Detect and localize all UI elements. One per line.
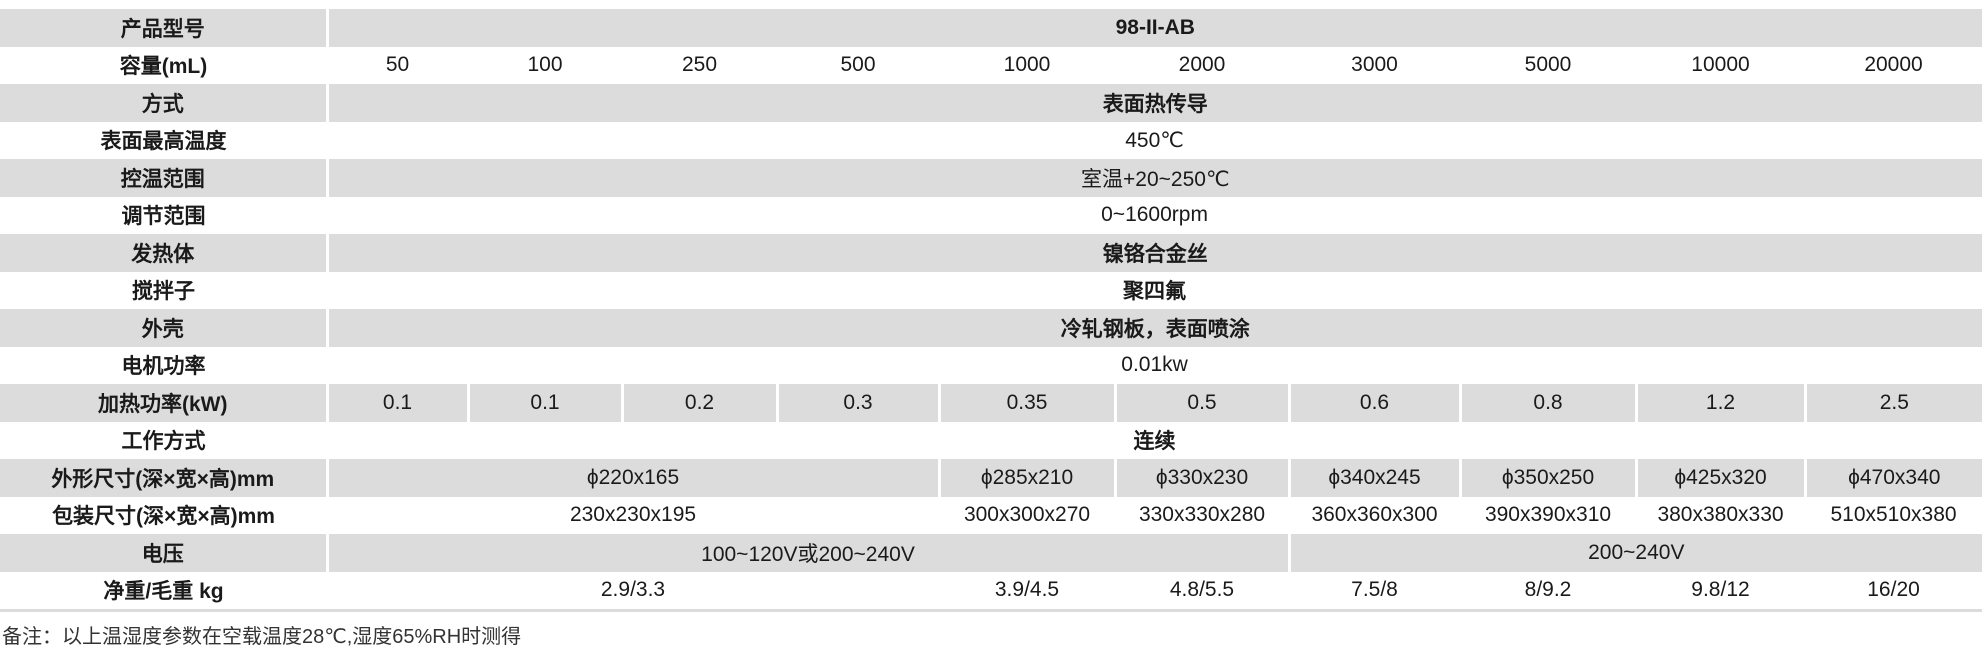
row-label: 外壳: [0, 309, 327, 347]
table-cell: 250: [681, 53, 718, 77]
table-cell: 0.6: [1287, 384, 1460, 422]
table-cell: 镍铬合金丝: [325, 234, 1982, 272]
table-cell: 0.3: [775, 384, 939, 422]
table-cell: 230x230x195: [569, 503, 697, 527]
table-row: 加热功率(kW) 0.1 0.1 0.2 0.3 0.35 0.5 0.6 0.8 1.2 2.5: [0, 384, 1982, 422]
table-cell: 表面热传导: [325, 84, 1982, 122]
spec-table-body: 产品型号 98-II-AB 容量(mL) 50 100 250 500 1000 2000 300…: [0, 9, 1982, 611]
table-row: 外形尺寸(深×宽×高)mm ϕ220x165 ϕ285x210 ϕ330x230 ϕ34…: [0, 459, 1982, 497]
row-label: 产品型号: [0, 9, 327, 47]
table-cell: ϕ350x250: [1458, 459, 1636, 497]
table-cell: 4.8/5.5: [1169, 578, 1235, 602]
table-row: 包装尺寸(深×宽×高)mm 230x230x195 300x300x270 330x3…: [0, 497, 1982, 535]
table-row: 表面最高温度 450℃: [0, 122, 1982, 160]
table-cell: 2.5: [1803, 384, 1982, 422]
table-cell: 100~120V或200~240V: [325, 534, 1289, 572]
table-cell: 1000: [1003, 53, 1051, 77]
table-cell: 2000: [1178, 53, 1226, 77]
table-row: 电机功率 0.01kw: [0, 347, 1982, 385]
table-cell: 20000: [1864, 53, 1923, 77]
table-cell: 0.1: [466, 384, 622, 422]
table-cell: 0~1600rpm: [1101, 203, 1208, 227]
table-cell: 450℃: [1125, 128, 1184, 152]
table-cell: 390x390x310: [1484, 503, 1612, 527]
table-cell: 8/9.2: [1524, 578, 1572, 602]
table-cell: 冷轧钢板，表面喷涂: [325, 309, 1982, 347]
spec-table: 产品型号 98-II-AB 容量(mL) 50 100 250 500 1000 2000 300…: [0, 9, 1982, 612]
table-cell: 0.2: [620, 384, 777, 422]
row-label: 外形尺寸(深×宽×高)mm: [0, 459, 327, 497]
table-cell: 3.9/4.5: [994, 578, 1060, 602]
row-label: 容量(mL): [119, 55, 208, 79]
table-cell: 300x300x270: [963, 503, 1091, 527]
table-row: 工作方式 连续: [0, 422, 1982, 460]
table-cell: 380x380x330: [1657, 503, 1784, 527]
table-cell: ϕ470x340: [1803, 459, 1982, 497]
table-cell: 0.1: [325, 384, 468, 422]
table-cell: 100: [527, 53, 563, 77]
table-cell: 16/20: [1867, 578, 1920, 602]
row-label: 发热体: [0, 234, 327, 272]
table-row: 容量(mL) 50 100 250 500 1000 2000 3000 5000 10000 20…: [0, 47, 1982, 85]
table-row: 方式 表面热传导: [0, 84, 1982, 122]
table-cell: 7.5/8: [1351, 578, 1398, 602]
table-cell: 0.01kw: [1121, 353, 1188, 377]
table-row: 净重/毛重 kg 2.9/3.3 3.9/4.5 4.8/5.5 7.5/8 8/9.2 9…: [0, 572, 1982, 611]
table-cell: ϕ285x210: [937, 459, 1115, 497]
table-row: 外壳 冷轧钢板，表面喷涂: [0, 309, 1982, 347]
table-cell: 5000: [1524, 53, 1572, 77]
table-row: 产品型号 98-II-AB: [0, 9, 1982, 47]
row-label: 电压: [0, 534, 327, 572]
table-cell: 室温+20~250℃: [325, 159, 1982, 197]
row-label: 搅拌子: [132, 280, 195, 304]
row-label: 控温范围: [0, 159, 327, 197]
table-cell: ϕ330x230: [1113, 459, 1289, 497]
table-cell: 98-II-AB: [325, 9, 1982, 47]
row-label: 电机功率: [121, 355, 206, 379]
row-label: 加热功率(kW): [0, 384, 327, 422]
table-cell: 330x330x280: [1138, 503, 1266, 527]
table-row: 搅拌子 聚四氟: [0, 272, 1982, 310]
table-cell: 3000: [1351, 53, 1398, 77]
table-cell: 0.8: [1458, 384, 1636, 422]
table-row: 控温范围 室温+20~250℃: [0, 159, 1982, 197]
row-label: 表面最高温度: [100, 130, 227, 154]
table-row: 发热体 镍铬合金丝: [0, 234, 1982, 272]
table-cell: 0.35: [937, 384, 1115, 422]
table-cell: 1.2: [1634, 384, 1805, 422]
table-cell: 9.8/12: [1691, 578, 1750, 602]
table-cell: ϕ425x320: [1634, 459, 1805, 497]
table-cell: 连续: [1133, 430, 1176, 454]
table-cell: 360x360x300: [1311, 503, 1438, 527]
footnote: 备注：以上温湿度参数在空载温度28℃,湿度65%RH时测得: [2, 626, 522, 648]
table-row: 电压 100~120V或200~240V 200~240V: [0, 534, 1982, 572]
table-cell: 2.9/3.3: [600, 578, 666, 602]
row-label: 调节范围: [121, 205, 206, 229]
table-row: 调节范围 0~1600rpm: [0, 197, 1982, 235]
table-cell: 50: [385, 53, 410, 77]
table-cell: 0.5: [1113, 384, 1289, 422]
table-cell: 510x510x380: [1830, 503, 1957, 527]
row-label: 净重/毛重 kg: [103, 580, 224, 604]
table-cell: 200~240V: [1287, 534, 1982, 572]
table-cell: 聚四氟: [1123, 280, 1187, 304]
row-label: 包装尺寸(深×宽×高)mm: [52, 505, 275, 529]
table-cell: ϕ340x245: [1287, 459, 1460, 497]
table-cell: 10000: [1691, 53, 1750, 77]
row-label: 工作方式: [121, 430, 206, 454]
table-cell: 500: [840, 53, 876, 77]
table-cell: ϕ220x165: [325, 459, 939, 497]
row-label: 方式: [0, 84, 327, 122]
